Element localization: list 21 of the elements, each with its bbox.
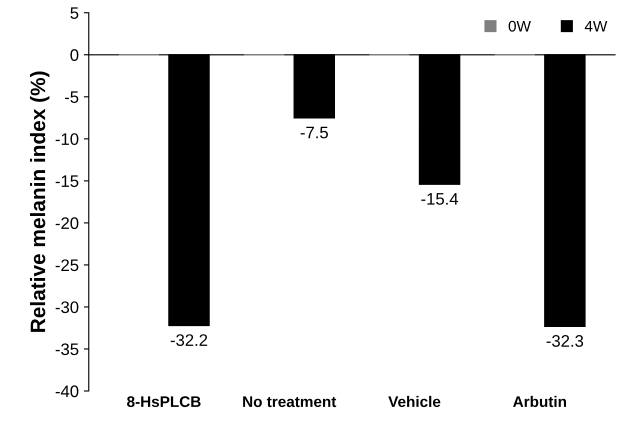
legend-label: 0W [508, 20, 531, 32]
y-tick-label: -5 [64, 91, 78, 104]
y-tick-label: 5 [70, 7, 78, 19]
y-axis-title: Relative melanin index (%) [30, 72, 50, 332]
x-tick-label: Arbutin [513, 396, 566, 408]
y-tick-label: -35 [56, 343, 78, 356]
y-tick-label: -10 [56, 133, 78, 146]
legend-label: 4W [584, 20, 608, 32]
data-label: -7.5 [300, 126, 328, 138]
y-tick-label: 0 [70, 49, 78, 61]
x-tick-label: No treatment [243, 396, 336, 408]
x-tick-label: 8-HsPLCB [127, 396, 201, 408]
y-tick-label: -40 [56, 385, 78, 398]
y-tick-label: -30 [56, 301, 78, 314]
data-label: -15.4 [421, 193, 458, 205]
data-label: -32.2 [170, 334, 208, 346]
y-tick-label: -15 [56, 175, 78, 188]
y-tick-label: -25 [56, 259, 78, 272]
x-tick-label: Vehicle [388, 396, 440, 408]
y-tick-label: -20 [56, 217, 78, 230]
data-label: -32.3 [546, 335, 584, 347]
